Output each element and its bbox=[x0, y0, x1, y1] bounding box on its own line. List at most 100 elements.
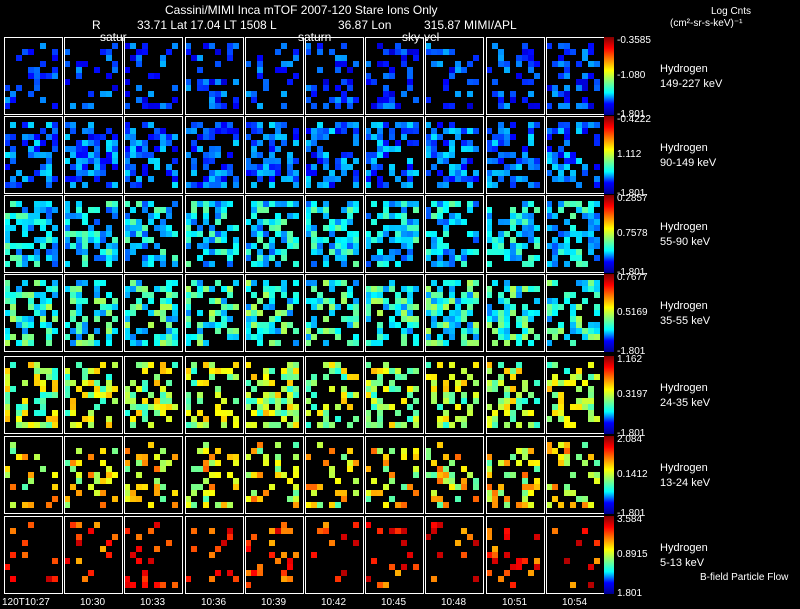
pixel-cell bbox=[528, 484, 534, 490]
image-panel bbox=[4, 274, 63, 352]
image-panel bbox=[365, 436, 424, 514]
pixel-cell bbox=[522, 304, 528, 310]
pixel-cell bbox=[377, 146, 383, 152]
pixel-cell bbox=[281, 249, 287, 255]
pixel-cell bbox=[546, 213, 552, 219]
pixel-cell bbox=[40, 97, 46, 103]
pixel-cell bbox=[576, 404, 582, 410]
pixel-cell bbox=[317, 237, 323, 243]
pixel-cell bbox=[281, 570, 287, 576]
pixel-cell bbox=[425, 170, 431, 176]
pixel-cell bbox=[377, 374, 383, 380]
pixel-cell bbox=[431, 322, 437, 328]
pixel-cell bbox=[136, 61, 142, 67]
pixel-cell bbox=[64, 558, 70, 564]
pixel-cell bbox=[335, 61, 341, 67]
pixel-cell bbox=[473, 334, 479, 340]
pixel-cell bbox=[383, 466, 389, 472]
pixel-cell bbox=[461, 328, 467, 334]
pixel-cell bbox=[124, 496, 130, 502]
pixel-cell bbox=[281, 122, 287, 128]
pixel-cell bbox=[329, 368, 335, 374]
pixel-cell bbox=[221, 201, 227, 207]
pixel-cell bbox=[215, 237, 221, 243]
pixel-cell bbox=[431, 292, 437, 298]
pixel-cell bbox=[467, 176, 473, 182]
pixel-cell bbox=[70, 152, 76, 158]
pixel-cell bbox=[124, 582, 130, 588]
pixel-cell bbox=[76, 286, 82, 292]
pixel-cell bbox=[407, 255, 413, 261]
pixel-cell bbox=[389, 237, 395, 243]
image-panel bbox=[185, 37, 244, 115]
pixel-cell bbox=[323, 374, 329, 380]
pixel-cell bbox=[112, 67, 118, 73]
pixel-cell bbox=[130, 146, 136, 152]
pixel-cell bbox=[552, 310, 558, 316]
pixel-cell bbox=[425, 43, 431, 49]
image-panel bbox=[124, 436, 183, 514]
pixel-cell bbox=[251, 374, 257, 380]
pixel-cell bbox=[287, 152, 293, 158]
pixel-cell bbox=[94, 237, 100, 243]
pixel-cell bbox=[215, 322, 221, 328]
pixel-cell bbox=[112, 158, 118, 164]
pixel-cell bbox=[64, 368, 70, 374]
pixel-cell bbox=[522, 484, 528, 490]
pixel-cell bbox=[594, 182, 600, 188]
pixel-cell bbox=[377, 292, 383, 298]
pixel-cell bbox=[510, 243, 516, 249]
pixel-cell bbox=[124, 249, 130, 255]
pixel-cell bbox=[130, 280, 136, 286]
pixel-cell bbox=[389, 164, 395, 170]
pixel-cell bbox=[52, 576, 58, 582]
pixel-cell bbox=[46, 134, 52, 140]
pixel-cell bbox=[52, 255, 58, 261]
pixel-cell bbox=[263, 85, 269, 91]
pixel-cell bbox=[383, 225, 389, 231]
pixel-cell bbox=[443, 392, 449, 398]
pixel-cell bbox=[516, 404, 522, 410]
pixel-cell bbox=[498, 310, 504, 316]
pixel-cell bbox=[257, 340, 263, 346]
pixel-cell bbox=[94, 164, 100, 170]
pixel-cell bbox=[425, 362, 431, 368]
pixel-cell bbox=[130, 380, 136, 386]
pixel-cell bbox=[88, 103, 94, 109]
pixel-cell bbox=[534, 61, 540, 67]
pixel-cell bbox=[395, 310, 401, 316]
pixel-cell bbox=[486, 322, 492, 328]
row-energy-label: 55-90 keV bbox=[660, 236, 711, 248]
pixel-cell bbox=[492, 237, 498, 243]
pixel-cell bbox=[516, 213, 522, 219]
colorbar-mid-label: -1.080 bbox=[617, 70, 646, 81]
pixel-cell bbox=[70, 146, 76, 152]
pixel-cell bbox=[425, 146, 431, 152]
pixel-cell bbox=[221, 207, 227, 213]
pixel-cell bbox=[317, 528, 323, 534]
pixel-cell bbox=[486, 490, 492, 496]
pixel-cell bbox=[82, 128, 88, 134]
pixel-cell bbox=[467, 340, 473, 346]
pixel-cell bbox=[558, 152, 564, 158]
pixel-cell bbox=[64, 49, 70, 55]
pixel-cell bbox=[257, 472, 263, 478]
pixel-cell bbox=[263, 243, 269, 249]
pixel-cell bbox=[413, 49, 419, 55]
pixel-cell bbox=[10, 91, 16, 97]
pixel-cell bbox=[4, 334, 10, 340]
colorbar-min-label: 1.801 bbox=[617, 588, 643, 599]
pixel-cell bbox=[34, 410, 40, 416]
pixel-cell bbox=[317, 502, 323, 508]
pixel-cell bbox=[377, 528, 383, 534]
image-panel bbox=[245, 274, 304, 352]
pixel-cell bbox=[582, 298, 588, 304]
pixel-cell bbox=[443, 225, 449, 231]
pixel-cell bbox=[564, 292, 570, 298]
pixel-cell bbox=[486, 286, 492, 292]
pixel-cell bbox=[185, 392, 191, 398]
pixel-cell bbox=[594, 85, 600, 91]
pixel-cell bbox=[353, 140, 359, 146]
pixel-cell bbox=[221, 304, 227, 310]
pixel-cell bbox=[197, 422, 203, 428]
